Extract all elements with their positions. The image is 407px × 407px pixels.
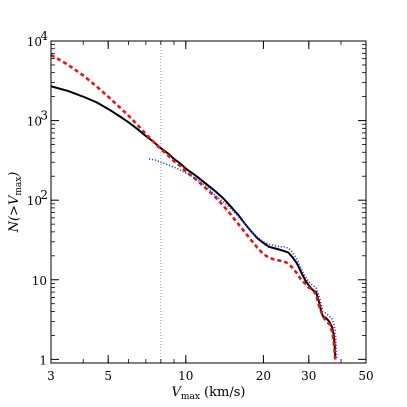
series-line-2 — [50, 53, 337, 360]
plot-frame — [50, 40, 367, 364]
y-axis-label-pre: N(>V — [7, 194, 22, 233]
y-tick-label: 10 — [27, 115, 42, 129]
x-axis-label: Vmax (km/s) — [172, 385, 246, 402]
x-tick-label: 3 — [47, 369, 55, 383]
y-axis-label: N(>Vmax) — [7, 172, 24, 234]
y-tick-exponent: 3 — [40, 109, 48, 123]
x-tick-label: 5 — [104, 369, 112, 383]
y-tick-label: 1 — [39, 353, 47, 367]
y-tick-exponent: 2 — [40, 188, 48, 202]
series-line-1 — [50, 85, 337, 360]
x-tick-label: 20 — [256, 369, 271, 383]
y-axis-label-sub: max — [14, 177, 24, 196]
series-line-3 — [148, 158, 338, 360]
y-axis-label-post: ) — [7, 172, 22, 178]
y-tick-label: 10 — [32, 274, 47, 288]
x-axis-label-unit: (km/s) — [200, 385, 246, 400]
x-tick-label: 50 — [358, 369, 373, 383]
y-tick-label: 10 — [27, 35, 42, 49]
y-tick-exponent: 4 — [40, 29, 48, 43]
x-tick-label: 30 — [301, 369, 316, 383]
y-tick-label: 10 — [27, 194, 42, 208]
x-tick-label: 10 — [178, 369, 193, 383]
x-axis-label-sub: max — [181, 392, 200, 402]
x-axis-label-main: V — [172, 385, 183, 400]
series-layer — [50, 53, 338, 360]
